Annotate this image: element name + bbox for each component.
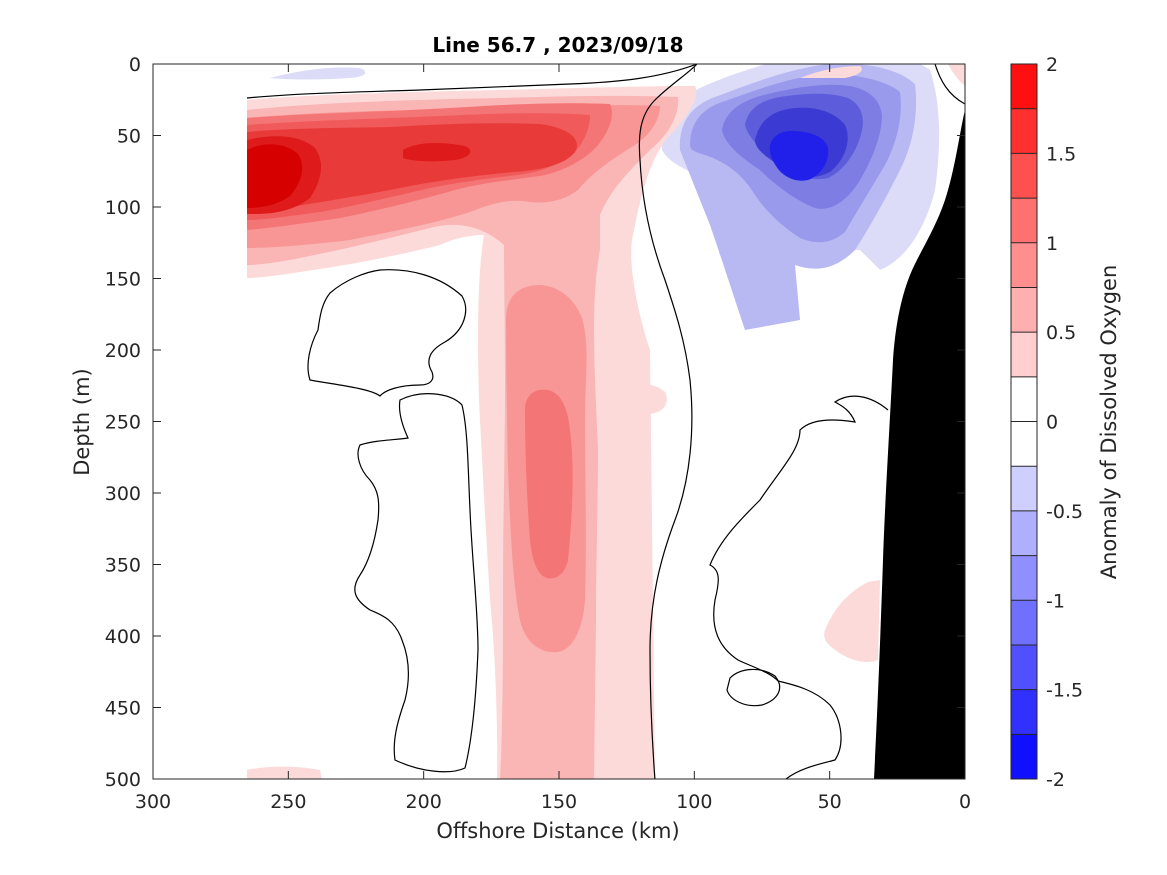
y-tick-label: 450 <box>105 698 141 720</box>
colorbar-swatch <box>1011 332 1037 377</box>
zero-contour-upper <box>246 64 698 99</box>
contour-fill-pos-0-25-small <box>629 384 667 414</box>
bathymetry-mask <box>874 110 965 779</box>
colorbar: 2 1.5 1 0.5 0 -0.5 -1 -1.5 -2 <box>1010 54 1083 791</box>
zero-contour-lines <box>246 64 965 779</box>
x-tick-label: 300 <box>135 791 171 813</box>
x-axis: 300 250 200 150 100 50 0 <box>135 64 971 813</box>
negative-anomaly-region <box>661 64 940 330</box>
colorbar-swatch <box>1011 466 1037 511</box>
y-axis-label: Depth (m) <box>70 368 94 475</box>
zero-contour-right <box>709 395 889 779</box>
colorbar-tick-label: -0.5 <box>1046 501 1083 523</box>
x-tick-label: 50 <box>818 791 842 813</box>
x-tick-label: 250 <box>270 791 306 813</box>
y-tick-label: 500 <box>105 769 141 791</box>
plot-area <box>153 64 965 779</box>
contour-fill-pos-0-25-bottom-left <box>247 766 322 779</box>
contour-fill-pos-0-25-right <box>824 580 880 663</box>
contour-fill-pos-surface-right <box>800 66 862 78</box>
colorbar-swatch <box>1011 64 1037 109</box>
y-tick-label: 350 <box>105 555 141 577</box>
colorbar-tick-label: -2 <box>1046 769 1065 791</box>
zero-contour-left-loop <box>307 269 467 397</box>
colorbar-swatch <box>1011 644 1037 690</box>
y-tick-label: 100 <box>105 197 141 219</box>
contour-fill-neg-1-75 <box>769 130 829 181</box>
x-tick-label: 150 <box>541 791 577 813</box>
colorbar-swatch <box>1011 287 1037 333</box>
y-tick-label: 200 <box>105 340 141 362</box>
zero-contour-left-column <box>354 393 479 773</box>
x-tick-label: 200 <box>406 791 442 813</box>
x-tick-label: 0 <box>959 791 971 813</box>
y-tick-label: 300 <box>105 483 141 505</box>
colorbar-tick-label: -1.5 <box>1046 680 1083 702</box>
contour-fill-pos-1-5 <box>247 123 577 212</box>
colorbar-swatch <box>1011 689 1037 735</box>
y-axis: 0 50 100 150 200 250 300 350 400 450 500 <box>105 54 965 791</box>
contour-fill-pos-1-75-b <box>403 142 471 162</box>
y-tick-label: 250 <box>105 412 141 434</box>
y-tick-label: 50 <box>117 126 141 148</box>
colorbar-swatch <box>1011 555 1037 601</box>
colorbar-tick-label: 2 <box>1046 54 1058 76</box>
colorbar-swatch <box>1011 198 1037 243</box>
colorbar-swatch <box>1011 108 1037 154</box>
contour-fill-pos-2 <box>247 144 303 208</box>
contour-fill-pos-1-column <box>525 389 573 579</box>
colorbar-frame <box>1010 63 1038 780</box>
contour-fill-pos-near-coast <box>948 64 965 86</box>
zero-contour-coast <box>934 64 965 105</box>
colorbar-swatch <box>1011 376 1037 422</box>
colorbar-swatch <box>1011 153 1037 199</box>
colorbar-tick-label: 1.5 <box>1046 143 1076 165</box>
contour-fill-neg-surface <box>270 67 366 80</box>
y-tick-label: 0 <box>129 54 141 76</box>
zero-contour-small-loop <box>726 668 781 707</box>
y-tick-label: 150 <box>105 269 141 291</box>
colorbar-tick-label: 1 <box>1046 233 1058 255</box>
zero-contour-middle <box>638 64 698 779</box>
y-tick-label: 400 <box>105 626 141 648</box>
colorbar-swatch <box>1011 600 1037 645</box>
positive-anomaly-region <box>247 86 880 779</box>
colorbar-tick-label: -1 <box>1046 590 1065 612</box>
x-tick-label: 100 <box>676 791 712 813</box>
x-axis-label: Offshore Distance (km) <box>436 819 679 843</box>
colorbar-tick-label: 0.5 <box>1046 322 1076 344</box>
chart-title: Line 56.7 , 2023/09/18 <box>432 33 683 57</box>
colorbar-label: Anomaly of Dissolved Oxygen <box>1097 265 1121 580</box>
colorbar-swatch <box>1011 242 1037 288</box>
colorbar-tick-label: 0 <box>1046 412 1058 434</box>
colorbar-swatch <box>1011 421 1037 467</box>
colorbar-swatch <box>1011 734 1037 779</box>
colorbar-swatch <box>1011 510 1037 556</box>
